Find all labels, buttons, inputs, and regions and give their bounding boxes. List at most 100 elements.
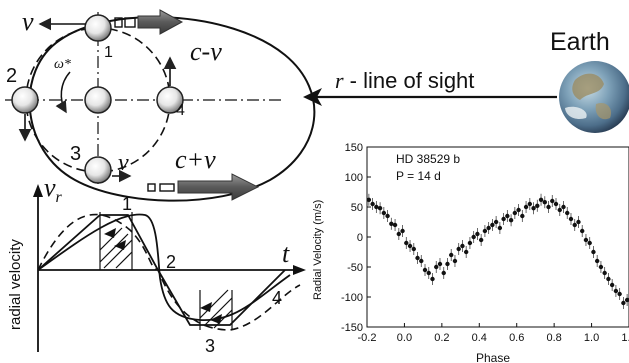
- rv-data-point: [370, 201, 375, 207]
- rv-data-points: [366, 193, 629, 309]
- rv-data-point: [501, 216, 506, 222]
- label-omega: ω*: [54, 57, 71, 72]
- label-position-4: 4: [176, 102, 185, 119]
- planet-position-3: [84, 156, 112, 184]
- rv-data-point: [576, 219, 581, 225]
- rv-y-tick-label: 100: [345, 172, 363, 184]
- earth-cloud: [565, 106, 587, 119]
- rv-data-point: [598, 264, 604, 270]
- line-of-sight: r - line of sight: [303, 68, 557, 106]
- rv-annotation-period: P = 14 d: [396, 169, 441, 183]
- rv-data-point: [441, 270, 446, 276]
- sketch-num-4: 4: [272, 288, 282, 308]
- sketch-arrow-bottom-2: [210, 314, 222, 324]
- rv-data-point: [377, 206, 383, 211]
- sketch-vr-label: vr: [44, 173, 63, 206]
- rv-y-tick-label: 50: [351, 202, 363, 214]
- sketch-arrow-top-2: [114, 240, 126, 250]
- rv-data-point: [437, 261, 443, 267]
- rv-data-point: [385, 213, 390, 219]
- rv-data-point: [546, 204, 551, 210]
- rv-data-point: [490, 222, 495, 228]
- rv-data-point: [606, 276, 611, 282]
- sketch-hatch-bottom: [199, 289, 233, 330]
- sketch-dashed-curve: [37, 213, 301, 331]
- rv-data-point: [449, 252, 454, 258]
- rv-data-point: [565, 210, 570, 216]
- rv-y-tick-label: -50: [347, 262, 363, 274]
- sketch-num-2: 2: [166, 252, 176, 272]
- rv-x-tick-label: 0.0: [397, 332, 412, 344]
- rv-data-point: [486, 225, 491, 231]
- rv-y-tick-label: -100: [341, 292, 363, 304]
- rv-data-point: [467, 240, 473, 246]
- rv-data-point: [392, 222, 398, 228]
- rv-data-point: [535, 203, 540, 208]
- rv-data-point: [366, 197, 372, 202]
- rv-data-point: [422, 267, 428, 273]
- sketch-num-1: 1: [122, 194, 132, 214]
- rv-data-point: [594, 258, 600, 264]
- rv-y-ticks: 150 100 50 0 -50 -100 -150: [341, 142, 371, 334]
- rv-data-point: [460, 243, 465, 249]
- light-arrow-top: [114, 9, 184, 35]
- rv-y-tick-label: -150: [341, 322, 363, 334]
- rv-data-point: [516, 207, 521, 213]
- rv-data-point: [613, 288, 619, 294]
- rv-data-point: [475, 231, 480, 237]
- rv-data-point: [621, 300, 626, 306]
- planet-position-2: [11, 86, 39, 114]
- rv-data-point: [523, 204, 529, 210]
- sketch-t-label: t: [282, 239, 290, 268]
- rv-data-point: [456, 246, 461, 252]
- rv-data-point: [471, 234, 476, 240]
- rv-data-point: [561, 204, 566, 210]
- rv-data-point: [572, 222, 577, 228]
- rv-data-point: [609, 282, 615, 288]
- rv-data-point: [624, 297, 629, 303]
- rv-data-point: [426, 270, 431, 276]
- sketch-num-3: 3: [205, 336, 215, 356]
- sketch-x-arrowhead: [293, 265, 306, 275]
- rv-data-point: [550, 198, 555, 204]
- rv-data-point: [538, 197, 544, 202]
- rv-data-point: [531, 206, 536, 211]
- rv-y-tick-label: 0: [357, 232, 363, 244]
- rv-data-point: [404, 240, 409, 246]
- rv-data-point: [445, 261, 450, 267]
- label-position-3: 3: [70, 143, 81, 165]
- earth-group: Earth: [550, 28, 629, 133]
- earth-globe: [559, 61, 629, 133]
- earth-land-patch-2: [595, 102, 612, 120]
- rv-data-point: [419, 258, 424, 264]
- rv-data-point: [508, 218, 514, 223]
- rv-data-point: [542, 200, 547, 205]
- sketch-hatch-top: [99, 212, 133, 270]
- rv-data-point: [493, 219, 499, 225]
- rv-data-point: [407, 243, 413, 249]
- light-arrow-bottom: [147, 173, 260, 201]
- rv-data-point: [389, 221, 394, 226]
- rv-x-tick-label: 0.4: [472, 332, 487, 344]
- rv-data-point: [580, 228, 585, 234]
- rv-x-tick-label: 1.2: [621, 332, 629, 344]
- rv-y-axis-title: Radial Velocity (m/s): [312, 200, 324, 300]
- rv-data-point: [587, 240, 592, 246]
- sketch-arrow-top-1: [104, 228, 116, 238]
- omega-arc: [55, 71, 71, 114]
- rv-data-point: [482, 228, 488, 234]
- label-v-top: v: [22, 7, 34, 36]
- rv-data-point: [591, 249, 596, 255]
- rv-data-point: [374, 204, 379, 210]
- rv-x-axis-title: Phase: [476, 351, 510, 363]
- sketch-y-arrowhead: [33, 184, 43, 197]
- rv-chart: 150 100 50 0 -50 -100 -150 -0.2 0.0 0.2 0.4 0.6 0.8…: [312, 142, 629, 363]
- rv-data-point: [400, 228, 405, 234]
- rv-data-point: [568, 216, 574, 222]
- sketch-arrow-bottom-1: [200, 302, 212, 312]
- label-position-2: 2: [6, 65, 17, 87]
- rv-data-point: [415, 255, 420, 261]
- rv-data-point: [505, 213, 510, 219]
